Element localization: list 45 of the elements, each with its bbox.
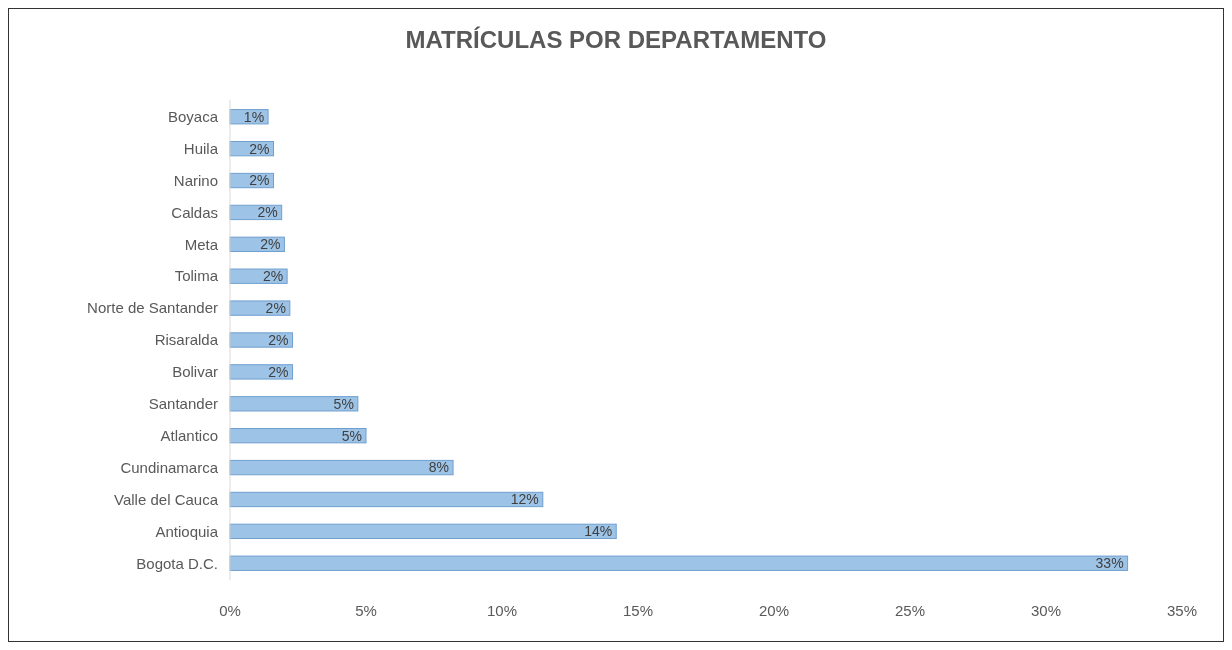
data-label: 5% — [341, 427, 362, 444]
data-label: 2% — [249, 172, 270, 189]
x-tick-label: 0% — [219, 602, 241, 619]
data-label: 5% — [333, 395, 354, 412]
y-tick-label: Norte de Santander — [87, 299, 218, 317]
y-tick-label: Atlantico — [160, 426, 218, 444]
data-label: 8% — [428, 459, 450, 476]
y-tick-label: Cundinamarca — [120, 458, 219, 476]
data-label: 33% — [1095, 555, 1124, 572]
y-tick-label: Bogota D.C. — [136, 554, 218, 572]
data-label: 2% — [257, 204, 278, 221]
y-tick-label: Caldas — [171, 203, 218, 221]
y-tick-label: Antioquia — [155, 522, 219, 540]
y-tick-label: Meta — [184, 235, 219, 253]
data-label: 14% — [584, 523, 613, 540]
data-label: 2% — [249, 140, 270, 157]
y-tick-label: Narino — [173, 171, 218, 189]
x-tick-label: 20% — [758, 602, 790, 619]
bar — [229, 555, 1129, 571]
data-label: 1% — [243, 108, 265, 125]
y-tick-label: Huila — [183, 139, 219, 157]
data-label: 12% — [510, 491, 539, 508]
data-label: 2% — [262, 268, 284, 285]
x-tick-label: 25% — [894, 602, 926, 619]
y-tick-label: Risaralda — [154, 331, 219, 349]
data-label: 2% — [265, 300, 286, 317]
x-tick-label: 15% — [622, 602, 654, 619]
bar — [229, 459, 454, 476]
y-tick-label: Bolivar — [172, 363, 218, 381]
bar — [229, 428, 367, 444]
bar — [229, 491, 544, 508]
y-tick-label: Valle del Cauca — [114, 490, 219, 508]
y-tick-label: Tolima — [174, 267, 219, 285]
bar — [229, 523, 617, 540]
data-label: 2% — [268, 363, 289, 380]
x-tick-label: 30% — [1030, 602, 1062, 619]
bar — [229, 396, 359, 412]
data-label: 2% — [268, 331, 289, 348]
y-tick-label: Santander — [148, 395, 218, 413]
data-label: 2% — [260, 236, 281, 253]
y-tick-label: Boyaca — [167, 107, 219, 125]
x-tick-label: 5% — [355, 602, 377, 619]
chart-title: MATRÍCULAS POR DEPARTAMENTO — [405, 26, 827, 53]
x-tick-label: 10% — [486, 602, 518, 619]
x-tick-label: 35% — [1166, 602, 1198, 619]
